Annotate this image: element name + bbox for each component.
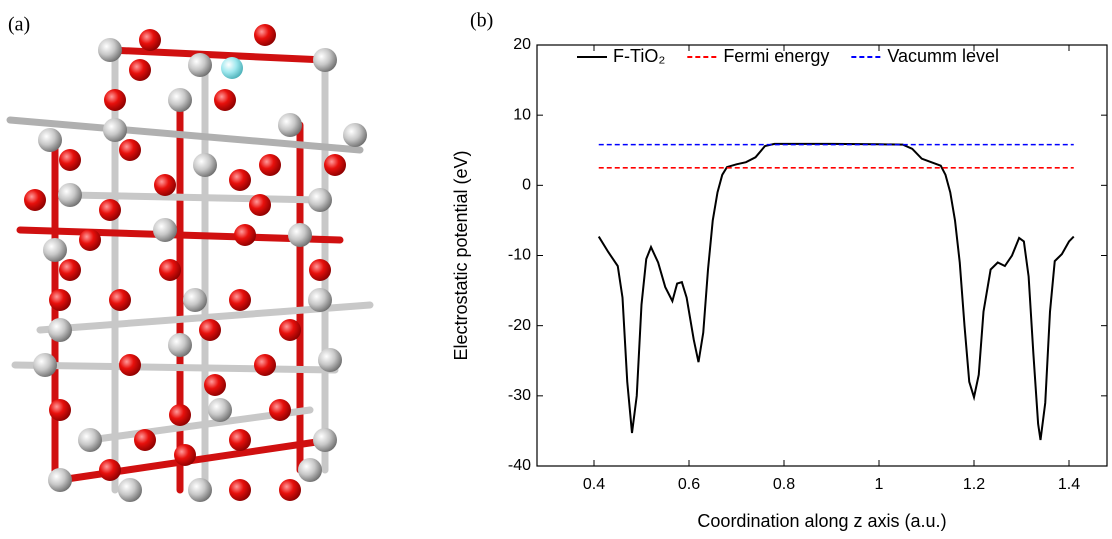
o-atom (259, 154, 281, 176)
x-axis-title: Coordination along z axis (a.u.) (697, 511, 946, 531)
bond (10, 120, 360, 150)
o-atom (249, 194, 271, 216)
o-atom (214, 89, 236, 111)
ti-atom (188, 478, 212, 502)
x-tick-label: 0.8 (773, 476, 795, 493)
figure: (a) (b) -40 -30 -20 -10 0 10 20 0.4 0.6 0.8 1 1.2 1.… (0, 0, 1112, 539)
ti-atom (308, 288, 332, 312)
o-atom (254, 24, 276, 46)
o-atom (104, 89, 126, 111)
o-atom (159, 259, 181, 281)
ti-atom (288, 223, 312, 247)
y-tick-label: -40 (508, 457, 531, 474)
o-atom (254, 354, 276, 376)
o-atom (279, 479, 301, 501)
ti-atom (193, 153, 217, 177)
ti-atom (278, 113, 302, 137)
o-atom (49, 289, 71, 311)
o-atom (134, 429, 156, 451)
ti-atom (48, 318, 72, 342)
y-tick-label: -20 (508, 317, 531, 334)
o-atom (59, 149, 81, 171)
ti-atom (318, 348, 342, 372)
x-tick-label: 0.4 (583, 476, 605, 493)
y-tick-label: 10 (513, 106, 531, 123)
panel-label: (b) (470, 10, 493, 32)
bond (110, 50, 325, 60)
ti-atom (208, 398, 232, 422)
bond (15, 365, 335, 370)
x-tick-label: 1.4 (1058, 476, 1080, 493)
o-atom (119, 354, 141, 376)
chart: (a) (b) -40 -30 -20 -10 0 10 20 0.4 0.6 0.8 1 1.2 1.… (0, 0, 1112, 539)
x-tick-label: 0.6 (678, 476, 700, 493)
f-atom (221, 57, 243, 79)
legend-label: Fermi energy (723, 46, 829, 66)
legend-label: Vacumm level (887, 46, 999, 66)
x-tick-label: 1.2 (963, 476, 985, 493)
y-tick-label: -10 (508, 247, 531, 264)
plot-frame (537, 45, 1107, 466)
o-atom (49, 399, 71, 421)
y-tick-label: 0 (522, 177, 531, 194)
ti-atom (298, 458, 322, 482)
o-atom (99, 459, 121, 481)
molecule (10, 24, 370, 502)
o-atom (234, 224, 256, 246)
o-atom (229, 479, 251, 501)
ti-atom (98, 38, 122, 62)
legend-label: F-TiO₂ (613, 46, 665, 66)
o-atom (99, 199, 121, 221)
o-atom (324, 154, 346, 176)
o-atom (139, 29, 161, 51)
o-atom (174, 444, 196, 466)
o-atom (59, 259, 81, 281)
o-atom (109, 289, 131, 311)
o-atom (229, 169, 251, 191)
bond (70, 195, 320, 200)
ti-atom (118, 478, 142, 502)
ti-atom (43, 238, 67, 262)
ti-atom (313, 48, 337, 72)
ti-atom (168, 333, 192, 357)
ti-atom (33, 353, 57, 377)
ti-atom (78, 428, 102, 452)
y-tick-label: 20 (513, 36, 531, 53)
o-atom (269, 399, 291, 421)
x-tick-label: 1 (875, 476, 884, 493)
o-atom (154, 174, 176, 196)
o-atom (204, 374, 226, 396)
ti-atom (153, 218, 177, 242)
ti-atom (308, 188, 332, 212)
series-line (599, 144, 1074, 440)
o-atom (199, 319, 221, 341)
ti-atom (58, 183, 82, 207)
y-tick-label: -30 (508, 387, 531, 404)
o-atom (79, 229, 101, 251)
o-atom (24, 189, 46, 211)
o-atom (169, 404, 191, 426)
o-atom (229, 429, 251, 451)
ti-atom (343, 123, 367, 147)
y-axis-title: Electrostatic potential (eV) (451, 150, 471, 360)
ti-atom (48, 468, 72, 492)
o-atom (309, 259, 331, 281)
panel-label: (a) (8, 14, 30, 36)
ti-atom (188, 53, 212, 77)
ti-atom (38, 128, 62, 152)
ti-atom (313, 428, 337, 452)
o-atom (279, 319, 301, 341)
o-atom (129, 59, 151, 81)
ti-atom (183, 288, 207, 312)
ti-atom (103, 118, 127, 142)
o-atom (229, 289, 251, 311)
ti-atom (168, 88, 192, 112)
o-atom (119, 139, 141, 161)
